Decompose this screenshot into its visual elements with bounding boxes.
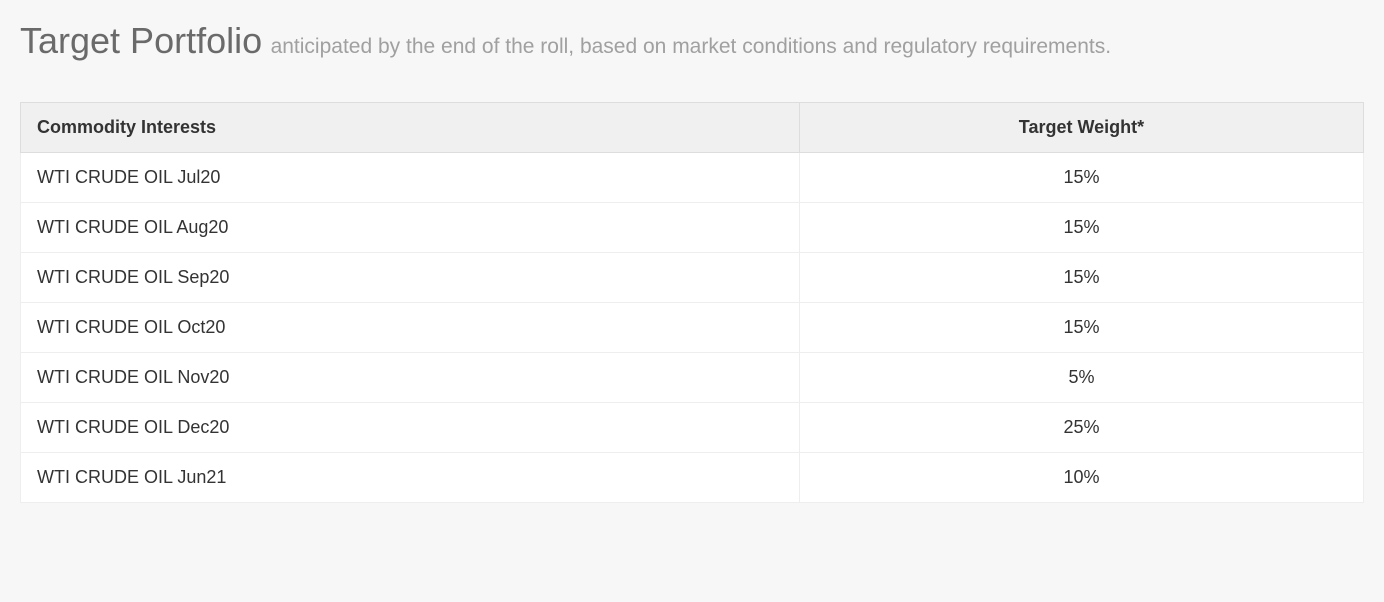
table-row: WTI CRUDE OIL Nov20 5% [21, 353, 1364, 403]
cell-commodity: WTI CRUDE OIL Dec20 [21, 403, 800, 453]
table-header-row: Commodity Interests Target Weight* [21, 103, 1364, 153]
table-row: WTI CRUDE OIL Oct20 15% [21, 303, 1364, 353]
cell-commodity: WTI CRUDE OIL Nov20 [21, 353, 800, 403]
column-header-commodity: Commodity Interests [21, 103, 800, 153]
cell-weight: 10% [799, 453, 1363, 503]
cell-commodity: WTI CRUDE OIL Jul20 [21, 153, 800, 203]
table-row: WTI CRUDE OIL Sep20 15% [21, 253, 1364, 303]
cell-commodity: WTI CRUDE OIL Aug20 [21, 203, 800, 253]
page-header: Target Portfolio anticipated by the end … [20, 20, 1364, 62]
cell-weight: 15% [799, 253, 1363, 303]
cell-weight: 25% [799, 403, 1363, 453]
table-row: WTI CRUDE OIL Jul20 15% [21, 153, 1364, 203]
table-row: WTI CRUDE OIL Aug20 15% [21, 203, 1364, 253]
cell-weight: 5% [799, 353, 1363, 403]
portfolio-table: Commodity Interests Target Weight* WTI C… [20, 102, 1364, 503]
table-row: WTI CRUDE OIL Jun21 10% [21, 453, 1364, 503]
cell-weight: 15% [799, 303, 1363, 353]
column-header-weight: Target Weight* [799, 103, 1363, 153]
cell-weight: 15% [799, 153, 1363, 203]
page-title: Target Portfolio [20, 20, 262, 61]
cell-weight: 15% [799, 203, 1363, 253]
table-row: WTI CRUDE OIL Dec20 25% [21, 403, 1364, 453]
cell-commodity: WTI CRUDE OIL Sep20 [21, 253, 800, 303]
cell-commodity: WTI CRUDE OIL Oct20 [21, 303, 800, 353]
cell-commodity: WTI CRUDE OIL Jun21 [21, 453, 800, 503]
page-subtitle: anticipated by the end of the roll, base… [271, 35, 1112, 58]
